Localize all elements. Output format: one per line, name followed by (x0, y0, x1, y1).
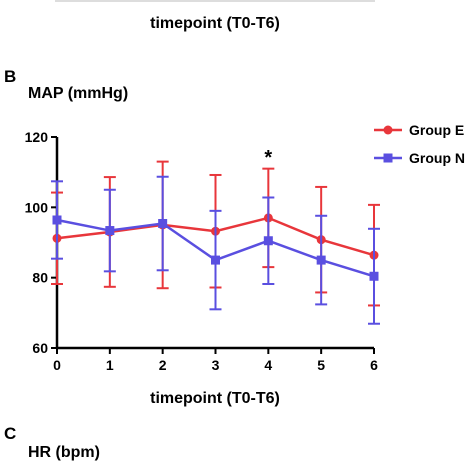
chart-annotations: * (264, 147, 272, 169)
panel-b-letter: B (4, 67, 16, 86)
chart-axes: 60 80 100 120 0 1 2 3 4 5 6 (25, 129, 378, 373)
data-point (211, 255, 220, 265)
chart-legend: Group E Group N (374, 122, 465, 166)
data-point (316, 255, 326, 265)
x-tick-label: 0 (53, 357, 61, 373)
x-tick-label: 2 (159, 357, 167, 373)
x-tick-label: 1 (106, 357, 114, 373)
legend-label: Group E (409, 122, 464, 138)
y-tick-label: 80 (32, 270, 48, 286)
panel-c-letter: C (4, 424, 16, 443)
significance-asterisk: * (264, 147, 272, 169)
series-group-n (51, 175, 380, 325)
top-panel-fragment: timepoint (T0-T6) (55, 0, 375, 32)
map-chart: 60 80 100 120 0 1 2 3 4 5 6 Group E Group N * (25, 122, 465, 373)
data-point (52, 215, 62, 225)
y-tick-label: 120 (25, 129, 49, 145)
legend-label: Group N (409, 150, 465, 166)
data-point (105, 226, 115, 236)
data-point (263, 236, 273, 246)
data-point (369, 271, 379, 281)
x-tick-label: 3 (212, 357, 220, 373)
legend-marker (383, 153, 393, 163)
x-axis-label: timepoint (T0-T6) (150, 390, 280, 407)
top-fragment-xlabel: timepoint (T0-T6) (150, 15, 280, 32)
x-tick-label: 4 (264, 357, 272, 373)
data-point (158, 219, 168, 229)
y-tick-label: 100 (25, 199, 49, 215)
x-tick-label: 5 (317, 357, 325, 373)
y-tick-label: 60 (32, 340, 48, 356)
legend-marker (383, 125, 393, 135)
panel-c-y-axis-label: HR (bpm) (28, 444, 100, 461)
x-tick-label: 6 (370, 357, 378, 373)
chart-series (51, 160, 380, 325)
y-axis-label: MAP (mmHg) (28, 85, 128, 102)
